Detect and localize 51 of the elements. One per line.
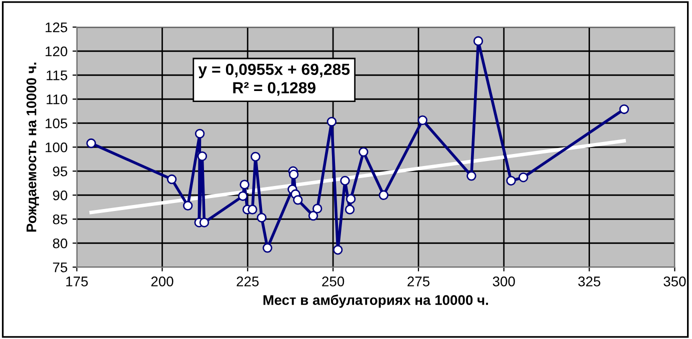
- point: [250, 152, 260, 162]
- point: [288, 170, 299, 180]
- point: [378, 190, 388, 200]
- x-axis-title: Мест в амбулаториях на 10000 ч.: [264, 294, 488, 308]
- point: [418, 115, 428, 126]
- point: [518, 172, 528, 182]
- point: [293, 195, 303, 205]
- point: [308, 210, 318, 221]
- y-axis-title: Рождаемость на 10000 ч.: [26, 62, 39, 232]
- point: [262, 243, 272, 253]
- x-tick-label: 250: [322, 276, 344, 286]
- y-tick-label: 105: [46, 118, 68, 128]
- x-tick-label: 175: [66, 276, 88, 286]
- x-tick-label: 350: [664, 276, 686, 286]
- point: [197, 151, 208, 162]
- y-tick-label: 110: [46, 94, 68, 104]
- y-tick-label: 125: [46, 22, 68, 32]
- y-tick-label: 85: [52, 214, 68, 224]
- point: [340, 176, 350, 186]
- point: [326, 116, 337, 127]
- point: [256, 212, 267, 223]
- point: [473, 36, 484, 46]
- y-tick-label: 120: [46, 46, 68, 56]
- y-tick-label: 95: [52, 166, 68, 176]
- point: [166, 174, 177, 184]
- point: [86, 138, 96, 148]
- point: [182, 200, 193, 211]
- y-tick-label: 115: [46, 70, 68, 80]
- y-tick-label: 75: [53, 262, 68, 272]
- point: [248, 204, 258, 214]
- annotation: y = 0,0955x + 69,285 R² = 0,1289: [198, 64, 350, 96]
- point: [332, 244, 343, 255]
- point: [619, 104, 629, 114]
- x-tick-label: 225: [236, 276, 259, 286]
- point: [240, 180, 250, 190]
- point: [346, 194, 356, 204]
- point: [466, 171, 476, 181]
- y-tick-label: 90: [52, 190, 68, 200]
- point: [194, 128, 205, 139]
- point: [344, 204, 355, 214]
- x-tick-label: 200: [151, 276, 174, 286]
- x-tick-label: 325: [578, 276, 600, 286]
- x-tick-label: 275: [408, 276, 430, 286]
- point: [199, 218, 210, 228]
- x-tick-label: 300: [492, 276, 515, 286]
- point: [238, 191, 248, 201]
- y-tick-label: 100: [46, 142, 68, 152]
- point: [358, 147, 368, 157]
- point: [312, 204, 322, 214]
- point: [506, 176, 516, 186]
- y-tick-label: 80: [52, 238, 68, 248]
